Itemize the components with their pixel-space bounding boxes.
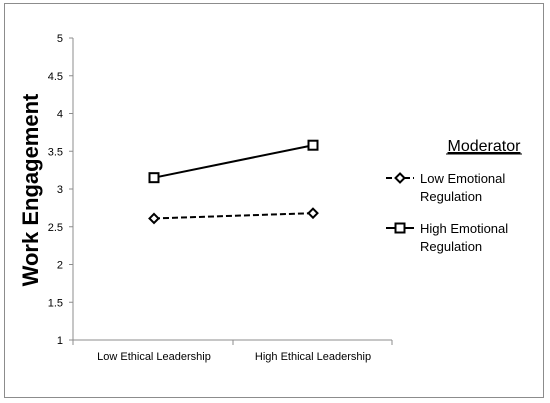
data-point-square: [307, 139, 319, 151]
data-point-diamond: [148, 212, 160, 225]
x-ticks: Low Ethical Leadership High Ethical Leade…: [72, 340, 393, 363]
x-tick-label: High Ethical Leadership: [255, 351, 371, 363]
data-point-square: [148, 172, 160, 184]
series-group: [148, 139, 319, 225]
y-axis-label: Work Engagement: [18, 93, 43, 286]
legend-marker-square: [394, 222, 406, 234]
legend-label: Regulation: [420, 239, 482, 254]
legend-label: Low Emotional: [420, 171, 505, 186]
series-line-0: [153, 212, 314, 220]
y-tick-label: 1: [57, 335, 63, 347]
y-tick-label: 2: [57, 260, 63, 272]
legend-label: Regulation: [420, 189, 482, 204]
chart-frame: [4, 3, 544, 398]
legend-label: High Emotional: [420, 221, 508, 236]
data-point-diamond: [307, 207, 319, 220]
y-tick-label: 4.5: [48, 71, 63, 83]
y-tick-label: 4: [57, 109, 63, 121]
y-tick-label: 3: [57, 184, 63, 196]
y-ticks: 1 1.5 2 2.5 3 3.5 4 4.5 5: [48, 33, 73, 347]
y-tick-label: 2.5: [48, 222, 63, 234]
y-tick-label: 3.5: [48, 146, 63, 158]
legend-marker-diamond: [394, 172, 406, 184]
legend-title: Moderator: [448, 138, 522, 155]
y-tick-label: 1.5: [48, 297, 63, 309]
series-line-1: [153, 144, 314, 179]
legend: Low Emotional Regulation High Emotional Reg…: [386, 171, 508, 254]
y-tick-label: 5: [57, 33, 63, 45]
x-tick-label: Low Ethical Leadership: [97, 351, 211, 363]
